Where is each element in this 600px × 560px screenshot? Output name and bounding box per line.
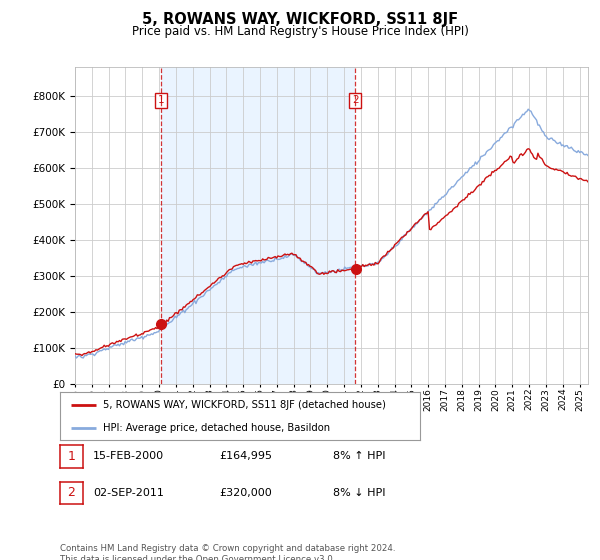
Text: £164,995: £164,995: [219, 451, 272, 461]
Bar: [161, 67, 355, 384]
Text: Contains HM Land Registry data © Crown copyright and database right 2024.
This d: Contains HM Land Registry data © Crown c…: [60, 544, 395, 560]
Text: 2: 2: [67, 486, 76, 500]
Text: £320,000: £320,000: [219, 488, 272, 498]
Text: HPI: Average price, detached house, Basildon: HPI: Average price, detached house, Basi…: [103, 423, 331, 433]
Text: 5, ROWANS WAY, WICKFORD, SS11 8JF (detached house): 5, ROWANS WAY, WICKFORD, SS11 8JF (detac…: [103, 400, 386, 410]
Text: 8% ↓ HPI: 8% ↓ HPI: [333, 488, 386, 498]
Text: 5, ROWANS WAY, WICKFORD, SS11 8JF: 5, ROWANS WAY, WICKFORD, SS11 8JF: [142, 12, 458, 27]
Text: 15-FEB-2000: 15-FEB-2000: [93, 451, 164, 461]
Text: 8% ↑ HPI: 8% ↑ HPI: [333, 451, 386, 461]
Text: 1: 1: [67, 450, 76, 463]
Text: 02-SEP-2011: 02-SEP-2011: [93, 488, 164, 498]
Text: 1: 1: [158, 95, 164, 105]
Text: 2: 2: [352, 95, 359, 105]
Text: Price paid vs. HM Land Registry's House Price Index (HPI): Price paid vs. HM Land Registry's House …: [131, 25, 469, 38]
